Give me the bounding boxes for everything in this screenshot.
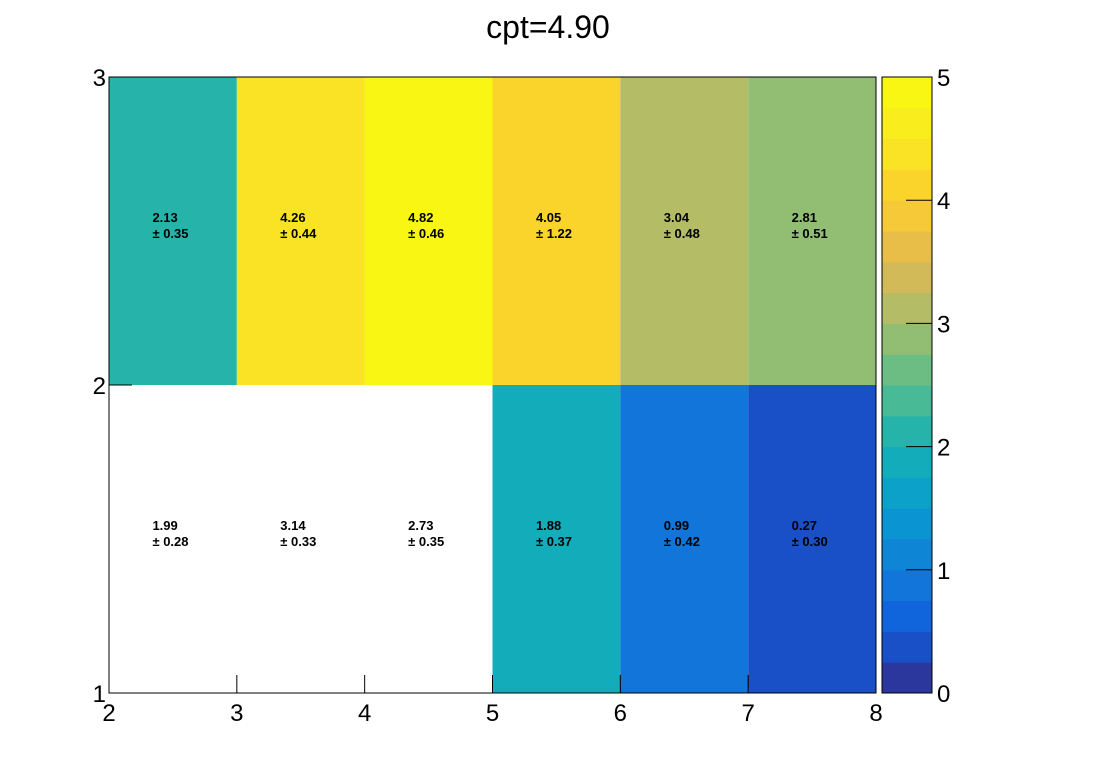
cell-value-label: 4.26 xyxy=(280,210,305,225)
cell-error-label: ± 0.35 xyxy=(408,534,444,549)
colorbar-level xyxy=(882,539,932,571)
heatmap-cell xyxy=(364,385,493,693)
colorbar-level xyxy=(882,631,932,663)
colorbar-level xyxy=(882,231,932,263)
colorbar-tick-label: 2 xyxy=(937,435,950,462)
x-tick-label: 3 xyxy=(230,700,243,727)
x-tick-label: 4 xyxy=(358,700,371,727)
x-tick-label: 2 xyxy=(102,700,115,727)
colorbar-level xyxy=(882,261,932,294)
x-tick-label: 7 xyxy=(741,700,754,727)
colorbar: 0 1 2 3 4 5 xyxy=(881,65,950,708)
colorbar-tick-label: 4 xyxy=(937,188,950,215)
heatmap-cell xyxy=(236,77,365,385)
heatmap-cell xyxy=(236,385,365,693)
cell-error-label: ± 0.28 xyxy=(152,534,188,549)
colorbar-level xyxy=(882,77,932,109)
colorbar-tick-label: 0 xyxy=(937,681,950,708)
colorbar-level xyxy=(882,446,932,478)
colorbar-tick-label: 5 xyxy=(937,65,950,92)
cell-error-label: ± 0.37 xyxy=(536,534,572,549)
colorbar-level xyxy=(882,415,932,448)
x-tick-label: 6 xyxy=(614,700,627,727)
heatmap-cell xyxy=(620,77,749,385)
cell-labels-layer: 2.13± 0.354.26± 0.444.82± 0.464.05± 1.22… xyxy=(152,210,827,549)
colorbar-level xyxy=(882,385,932,417)
cell-value-label: 4.82 xyxy=(408,210,433,225)
chart-title: cpt=4.90 xyxy=(486,9,610,45)
cell-error-label: ± 0.42 xyxy=(664,534,700,549)
cell-error-label: ± 0.35 xyxy=(152,226,188,241)
heatmap-cell xyxy=(364,77,493,385)
cell-value-label: 2.13 xyxy=(152,210,177,225)
cell-error-label: ± 0.30 xyxy=(792,534,828,549)
heatmap-cell xyxy=(492,77,621,385)
cell-error-label: ± 0.48 xyxy=(664,226,700,241)
heatmap-cell xyxy=(109,385,237,693)
colorbar-level xyxy=(882,662,932,694)
cell-value-label: 1.88 xyxy=(536,518,561,533)
colorbar-level xyxy=(882,169,932,201)
colorbar-level xyxy=(882,600,932,632)
cell-value-label: 3.14 xyxy=(280,518,306,533)
cell-value-label: 3.04 xyxy=(664,210,690,225)
x-tick-label: 5 xyxy=(486,700,499,727)
cell-error-label: ± 0.51 xyxy=(792,226,828,241)
colorbar-level xyxy=(882,477,932,509)
cell-error-label: ± 0.33 xyxy=(280,534,316,549)
colorbar-level xyxy=(882,138,932,170)
cell-error-label: ± 0.44 xyxy=(280,226,317,241)
colorbar-level xyxy=(882,569,932,602)
cells-layer xyxy=(109,77,876,693)
heatmap-cell xyxy=(748,77,876,385)
cell-value-label: 1.99 xyxy=(152,518,177,533)
heatmap-cell xyxy=(748,385,876,693)
colorbar-level xyxy=(882,107,932,140)
colorbar-level xyxy=(882,323,932,355)
colorbar-level xyxy=(882,200,932,232)
x-tick-label: 8 xyxy=(869,700,882,727)
cell-error-label: ± 0.46 xyxy=(408,226,444,241)
cell-value-label: 0.99 xyxy=(664,518,689,533)
cell-value-label: 2.73 xyxy=(408,518,433,533)
colorbar-level xyxy=(882,292,932,324)
y-tick-label: 1 xyxy=(93,681,106,708)
cell-value-label: 0.27 xyxy=(792,518,817,533)
colorbar-level xyxy=(882,354,932,386)
heatmap-cell xyxy=(620,385,749,693)
y-tick-label: 3 xyxy=(93,65,106,92)
colorbar-tick-label: 1 xyxy=(937,558,950,585)
heatmap-cell xyxy=(492,385,621,693)
colorbar-level xyxy=(882,508,932,540)
y-tick-label: 2 xyxy=(93,373,106,400)
heatmap-cell xyxy=(109,77,237,385)
cell-value-label: 2.81 xyxy=(792,210,817,225)
cell-value-label: 4.05 xyxy=(536,210,561,225)
colorbar-tick-label: 3 xyxy=(937,311,950,338)
cell-error-label: ± 1.22 xyxy=(536,226,572,241)
